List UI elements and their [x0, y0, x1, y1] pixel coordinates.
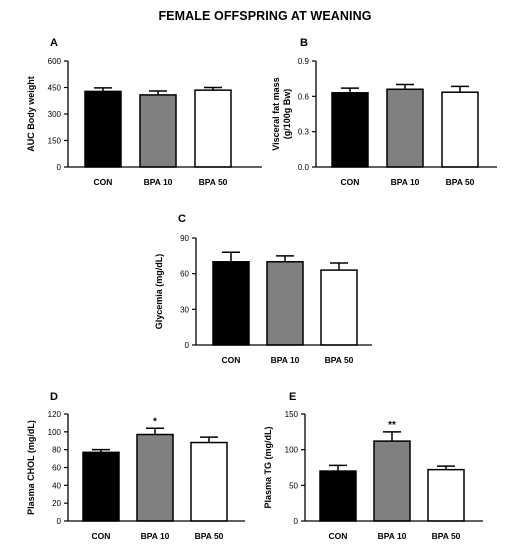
x-tick-label: BPA 50 — [199, 177, 228, 187]
x-tick-label: CON — [329, 531, 348, 541]
y-axis-label: Visceral fat mass — [271, 77, 281, 150]
x-tick-label: BPA 50 — [195, 531, 224, 541]
x-tick-label: BPA 10 — [144, 177, 173, 187]
y-tick-label: 50 — [289, 481, 298, 490]
x-tick-label: BPA 10 — [141, 531, 170, 541]
y-axis-label: Plasma TG (mg/dL) — [263, 426, 273, 508]
bar-bpa-10 — [139, 94, 177, 168]
y-tick-label: 80 — [52, 446, 61, 455]
x-tick-label: BPA 50 — [432, 531, 461, 541]
y-tick-label: 90 — [180, 234, 189, 243]
significance-marker: ** — [388, 420, 396, 431]
y-tick-label: 300 — [48, 110, 62, 119]
y-tick-label: 450 — [48, 84, 62, 93]
y-tick-label: 0.9 — [298, 57, 310, 66]
panel-letter: C — [178, 213, 186, 225]
chart-panel-c: C CON BPA 10 BPA 50 0 30 60 90 Glycemia (mg/dL) — [154, 213, 372, 365]
y-tick-label: 120 — [48, 410, 62, 419]
x-tick-label: CON — [94, 177, 113, 187]
bar-bpa-10 — [136, 433, 174, 522]
x-tick-label: BPA 10 — [378, 531, 407, 541]
chart-panel-a: A CON BPA 10 BPA 50 0 150 300 450 600 AUC Body we… — [26, 37, 262, 187]
y-tick-label: 150 — [285, 410, 299, 419]
y-tick-label: 100 — [48, 428, 62, 437]
y-tick-label: 0.6 — [298, 92, 310, 101]
y-tick-label: 100 — [285, 446, 299, 455]
bar-bpa-10 — [266, 261, 304, 346]
y-tick-label: 60 — [180, 270, 189, 279]
chart-panel-b: B CON BPA 10 BPA 50 0.0 0.3 0.6 0.9 Visceral fat… — [271, 37, 497, 187]
x-tick-label: BPA 50 — [325, 355, 354, 365]
y-tick-label: 30 — [180, 305, 189, 314]
significance-marker: * — [153, 416, 157, 427]
y-tick-label: 60 — [52, 464, 61, 473]
bar-con — [84, 90, 122, 168]
y-axis-label: AUC Body weight — [26, 76, 36, 152]
y-axis-label: (g/100g Bw) — [282, 89, 292, 140]
x-tick-label: BPA 10 — [271, 355, 300, 365]
bar-con — [319, 470, 357, 522]
chart-panel-e: E CON ** BPA 10 BPA 50 0 50 100 150 Plasma TG (mg… — [263, 391, 483, 541]
y-tick-label: 0 — [57, 163, 62, 172]
panel-letter: B — [300, 37, 308, 49]
bar-bpa-50 — [427, 468, 465, 522]
y-tick-label: 0.0 — [298, 163, 310, 172]
y-tick-label: 20 — [52, 499, 61, 508]
panel-letter: A — [50, 37, 58, 49]
bar-con — [331, 92, 369, 168]
bar-bpa-10 — [373, 440, 411, 522]
bar-bpa-50 — [190, 441, 228, 522]
y-tick-label: 0 — [185, 341, 190, 350]
y-axis-label: Plasma CHOL (mg/dL) — [26, 420, 36, 515]
y-tick-label: 0 — [57, 517, 62, 526]
figure-title: FEMALE OFFSPRING AT WEANING — [158, 9, 372, 23]
y-tick-label: 40 — [52, 481, 61, 490]
x-tick-label: BPA 10 — [391, 177, 420, 187]
chart-panel-d: D CON * BPA 10 BPA 50 0 20 40 60 80 100 120 Plasma C… — [26, 391, 245, 541]
y-tick-label: 600 — [48, 57, 62, 66]
panel-letter: E — [289, 391, 296, 403]
x-tick-label: BPA 50 — [446, 177, 475, 187]
panel-letter: D — [50, 391, 58, 403]
y-tick-label: 0.3 — [298, 128, 310, 137]
x-tick-label: CON — [341, 177, 360, 187]
x-tick-label: CON — [222, 355, 241, 365]
bar-bpa-50 — [194, 89, 232, 168]
x-tick-label: CON — [92, 531, 111, 541]
bar-con — [82, 451, 120, 522]
bar-bpa-10 — [386, 88, 424, 168]
y-tick-label: 150 — [48, 137, 62, 146]
bar-bpa-50 — [441, 91, 479, 168]
y-axis-label: Glycemia (mg/dL) — [154, 254, 164, 330]
bar-bpa-50 — [320, 269, 358, 346]
bar-con — [212, 261, 250, 346]
y-tick-label: 0 — [294, 517, 299, 526]
